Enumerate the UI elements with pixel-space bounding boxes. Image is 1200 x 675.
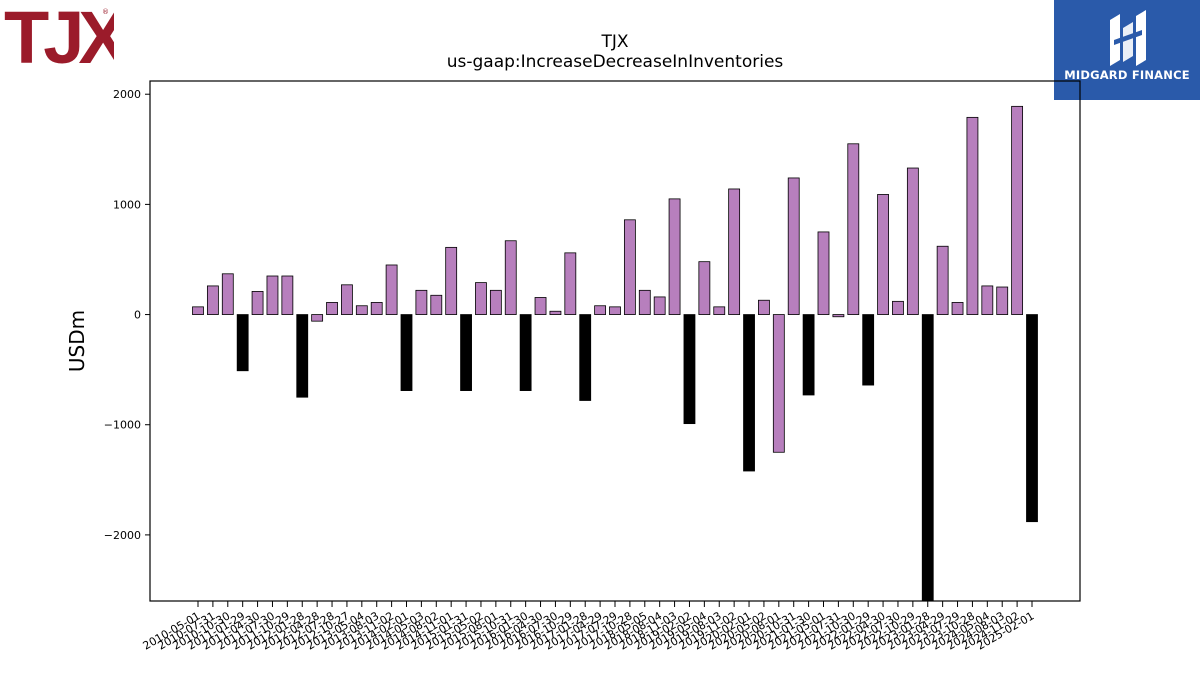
bar-2023-07-29 [951, 302, 964, 315]
y-tick-label: 0 [134, 309, 141, 322]
bar-2024-08-03 [996, 286, 1009, 315]
bar-2022-01-29 [862, 314, 875, 386]
plot-frame [149, 80, 1081, 602]
bar-2025-02-01 [1026, 314, 1038, 523]
bar-2013-11-02 [385, 264, 398, 315]
bar-2023-04-29 [936, 245, 949, 315]
y-tick-label: −1000 [104, 419, 141, 432]
bar-2021-05-01 [817, 231, 830, 315]
bar-2014-08-02 [430, 294, 443, 315]
bar-2018-05-05 [638, 289, 651, 315]
bar-2024-11-02 [1011, 105, 1024, 315]
bar-2020-10-31 [787, 177, 800, 315]
bar-2013-05-04 [355, 305, 368, 315]
bar-2019-02-02 [683, 314, 696, 425]
bar-2017-04-29 [594, 305, 607, 315]
bar-2017-01-28 [579, 314, 592, 401]
bar-2017-10-28 [623, 219, 636, 315]
bar-2020-08-01 [772, 314, 785, 453]
partner-name: MIDGARD FINANCE [1064, 68, 1190, 82]
bar-2015-08-01 [489, 289, 502, 315]
bar-2015-10-31 [504, 240, 517, 315]
bar-2015-05-02 [475, 282, 487, 315]
bar-2019-11-02 [728, 188, 741, 315]
bar-2016-10-29 [564, 252, 577, 315]
y-tick-label: −2000 [104, 529, 141, 542]
bar-2011-10-29 [281, 275, 294, 315]
bar-2014-05-03 [415, 289, 428, 315]
bar-2023-01-28 [921, 314, 934, 601]
chart-subtitle: us-gaap:IncreaseDecreaseInInventories [446, 52, 784, 72]
bar-2012-04-28 [311, 314, 324, 322]
tjx-logo-text: TJX [4, 2, 114, 72]
bar-2019-08-03 [713, 306, 726, 315]
bar-2022-07-30 [892, 300, 904, 315]
midgard-finance-logo: MIDGARD FINANCE [1054, 0, 1200, 100]
bars-group [192, 105, 1038, 601]
bar-2024-05-04 [981, 285, 994, 315]
bar-2022-10-29 [906, 167, 919, 315]
bar-2018-08-04 [653, 296, 666, 315]
bar-2018-11-03 [668, 198, 681, 315]
bar-2011-07-30 [266, 275, 279, 315]
bar-2020-02-01 [743, 314, 755, 472]
bar-2013-08-03 [370, 302, 383, 315]
bar-2015-01-31 [460, 314, 472, 391]
y-axis-label: USDm [65, 310, 89, 372]
bar-2011-04-30 [251, 291, 264, 315]
bar-2023-10-28 [966, 116, 979, 315]
y-tick-label: 1000 [113, 198, 141, 211]
bar-2010-07-31 [206, 285, 219, 315]
svg-text:®: ® [102, 8, 109, 16]
midgard-emblem-icon [1110, 10, 1146, 66]
bar-2019-05-04 [698, 261, 711, 315]
bar-2021-10-30 [847, 143, 860, 315]
bar-2014-02-01 [400, 314, 413, 391]
bar-2020-05-02 [758, 299, 770, 315]
bar-2021-07-31 [832, 314, 845, 318]
bar-2012-01-28 [296, 314, 309, 398]
bar-2010-10-30 [221, 273, 234, 315]
bar-2016-07-30 [549, 310, 562, 315]
bar-2014-11-01 [445, 246, 458, 315]
bar-2012-10-27 [341, 284, 353, 315]
tjx-logo: TJX ® [4, 0, 133, 79]
bar-2017-07-29 [609, 306, 621, 315]
bar-2022-04-30 [877, 194, 889, 315]
chart-title: TJX [601, 32, 629, 52]
bar-2021-01-30 [802, 314, 815, 396]
y-tick-label: 2000 [113, 88, 141, 101]
bar-2011-01-29 [236, 314, 249, 372]
bar-2016-04-30 [534, 297, 547, 315]
bar-2016-01-30 [519, 314, 532, 391]
bar-2012-07-28 [326, 302, 338, 315]
bar-2010-05-01 [192, 306, 204, 315]
